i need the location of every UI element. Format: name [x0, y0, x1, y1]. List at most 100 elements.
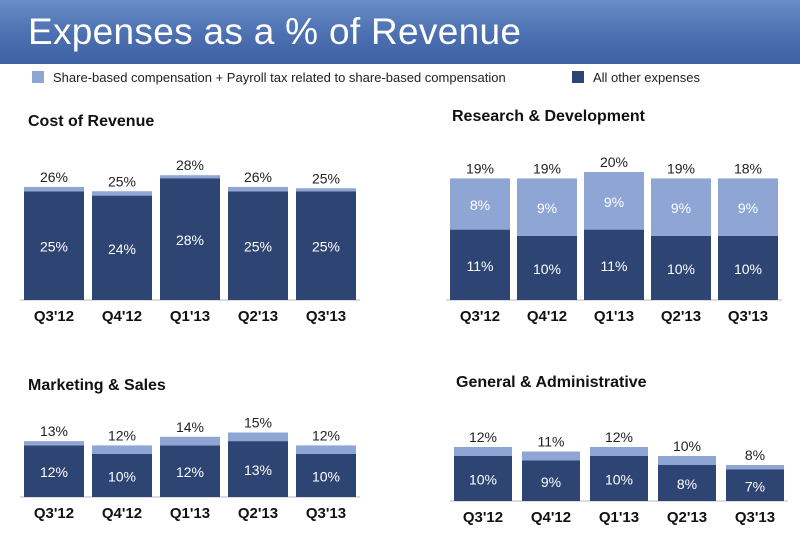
bar-share-based-compensation — [658, 456, 716, 465]
legend-label: All other expenses — [593, 69, 700, 85]
data-label-all-other-expenses: 10% — [667, 261, 695, 277]
data-label-total: 25% — [312, 170, 340, 186]
data-label-all-other-expenses: 10% — [734, 261, 762, 277]
bar-share-based-compensation — [450, 178, 510, 230]
bar-all-other-expenses — [228, 191, 288, 300]
legend-label: Share-based compensation + Payroll tax r… — [53, 69, 506, 85]
data-label-total: 26% — [40, 169, 68, 185]
chart-title-general-administrative: General & Administrative — [456, 374, 647, 391]
page-title: Expenses as a % of Revenue — [28, 11, 522, 52]
chart-cost-of-revenue: 25% 26% Q3'12 24% 25% Q4'12 28% 28% Q1'13 25% 26% Q… — [20, 157, 360, 325]
x-tick-label: Q3'12 — [460, 308, 500, 325]
data-label-total: 19% — [533, 160, 561, 176]
data-label-total: 18% — [734, 160, 762, 176]
bar-share-based-compensation — [517, 178, 577, 236]
bar-all-other-expenses — [726, 469, 784, 501]
data-label-all-other-expenses: 25% — [244, 239, 272, 255]
x-tick-label: Q2'13 — [238, 308, 278, 325]
x-tick-label: Q3'13 — [306, 308, 346, 325]
data-label-share-based-compensation: 9% — [604, 194, 624, 210]
bar-share-based-compensation — [718, 178, 778, 236]
data-label-all-other-expenses: 13% — [244, 462, 272, 478]
data-label-share-based-compensation: 9% — [671, 200, 691, 216]
data-label-all-other-expenses: 12% — [176, 464, 204, 480]
x-tick-label: Q4'12 — [531, 509, 571, 526]
bar-all-other-expenses — [454, 456, 512, 501]
data-label-total: 12% — [108, 427, 136, 443]
data-label-total: 26% — [244, 169, 272, 185]
data-label-total: 14% — [176, 419, 204, 435]
x-tick-label: Q1'13 — [599, 509, 639, 526]
data-label-total: 12% — [469, 429, 497, 445]
x-tick-label: Q1'13 — [594, 308, 634, 325]
chart-general-administrative: 10% 12% Q3'12 9% 11% Q4'12 10% 12% Q1'13 8% 10% Q2'… — [450, 429, 788, 526]
bar-share-based-compensation — [228, 432, 288, 442]
chart-research-development: 11% 8% 19% Q3'12 10% 9% 19% Q4'12 11% 9% 20% Q1'13 1… — [446, 154, 782, 325]
data-label-all-other-expenses: 10% — [469, 472, 497, 488]
data-label-all-other-expenses: 11% — [467, 258, 494, 274]
data-label-all-other-expenses: 10% — [312, 469, 340, 485]
bar-share-based-compensation — [24, 441, 84, 446]
x-tick-label: Q3'12 — [34, 505, 74, 522]
data-label-all-other-expenses: 28% — [176, 232, 204, 248]
x-tick-label: Q3'13 — [728, 308, 768, 325]
data-label-total: 25% — [108, 173, 136, 189]
x-tick-label: Q1'13 — [170, 505, 210, 522]
data-label-total: 20% — [600, 154, 628, 170]
bar-share-based-compensation — [584, 172, 644, 230]
data-label-total: 15% — [244, 415, 272, 431]
bar-all-other-expenses — [160, 178, 220, 300]
x-tick-label: Q4'12 — [102, 308, 142, 325]
x-tick-label: Q2'13 — [667, 509, 707, 526]
data-label-all-other-expenses: 25% — [40, 239, 68, 255]
bar-share-based-compensation — [454, 447, 512, 456]
data-label-all-other-expenses: 9% — [541, 474, 561, 490]
data-label-total: 8% — [745, 447, 765, 463]
bar-share-based-compensation — [726, 465, 784, 470]
data-label-all-other-expenses: 24% — [108, 241, 136, 257]
bar-share-based-compensation — [92, 445, 152, 454]
bar-share-based-compensation — [24, 186, 84, 192]
data-label-all-other-expenses: 10% — [533, 261, 561, 277]
x-tick-label: Q4'12 — [102, 505, 142, 522]
data-label-all-other-expenses: 8% — [677, 476, 697, 492]
bar-all-other-expenses — [718, 236, 778, 300]
x-tick-label: Q3'12 — [34, 308, 74, 325]
bar-all-other-expenses — [296, 191, 356, 300]
bar-all-other-expenses — [450, 229, 510, 300]
data-label-all-other-expenses: 10% — [605, 472, 633, 488]
bar-all-other-expenses — [651, 236, 711, 300]
x-tick-label: Q1'13 — [170, 308, 210, 325]
bar-share-based-compensation — [92, 191, 152, 196]
x-tick-label: Q2'13 — [238, 505, 278, 522]
x-tick-label: Q4'12 — [527, 308, 567, 325]
legend-item-all-other-expenses: All other expenses — [572, 68, 700, 86]
data-label-share-based-compensation: 9% — [537, 200, 557, 216]
chart-title-marketing-sales: Marketing & Sales — [28, 377, 166, 394]
bar-share-based-compensation — [522, 451, 580, 461]
bar-all-other-expenses — [658, 465, 716, 501]
chart-title-research-development: Research & Development — [452, 108, 645, 125]
bar-share-based-compensation — [651, 178, 711, 236]
bar-share-based-compensation — [296, 188, 356, 192]
data-label-all-other-expenses: 12% — [40, 464, 68, 480]
data-label-total: 10% — [673, 438, 701, 454]
data-label-share-based-compensation: 8% — [470, 197, 490, 213]
bar-share-based-compensation — [228, 186, 288, 192]
bar-all-other-expenses — [160, 445, 220, 497]
legend-swatch-share-based-compensation — [32, 71, 44, 83]
chart-title-cost-of-revenue: Cost of Revenue — [28, 113, 155, 130]
title-bar: Expenses as a % of Revenue — [0, 0, 800, 64]
bar-share-based-compensation — [160, 175, 220, 179]
bar-all-other-expenses — [92, 454, 152, 497]
bar-share-based-compensation — [296, 445, 356, 454]
bar-all-other-expenses — [522, 460, 580, 501]
data-label-total: 12% — [312, 427, 340, 443]
data-label-all-other-expenses: 10% — [108, 469, 136, 485]
data-label-share-based-compensation: 9% — [738, 200, 758, 216]
data-label-total: 11% — [538, 434, 565, 450]
data-label-all-other-expenses: 25% — [312, 239, 340, 255]
bar-all-other-expenses — [590, 456, 648, 501]
data-label-total: 19% — [667, 160, 695, 176]
bar-all-other-expenses — [228, 441, 288, 497]
